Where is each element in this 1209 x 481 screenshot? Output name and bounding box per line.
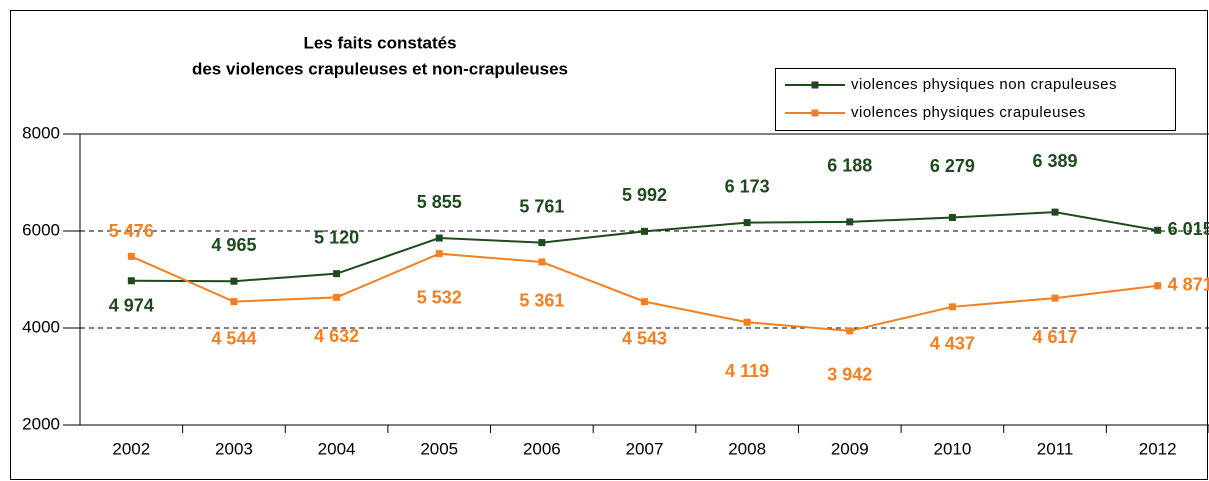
data-label: 6 188 <box>827 156 872 176</box>
x-tick-label: 2002 <box>112 439 150 458</box>
data-label: 4 544 <box>211 328 256 348</box>
data-label: 4 543 <box>622 328 667 348</box>
data-label: 5 476 <box>109 221 154 241</box>
chart-title: des violences crapuleuses et non-crapule… <box>192 59 568 78</box>
marker <box>846 218 854 226</box>
line <box>131 211 1158 283</box>
data-label: 6 389 <box>1033 151 1078 171</box>
data-label: 4 437 <box>930 334 975 354</box>
y-tick-label: 4000 <box>22 317 60 336</box>
chart-frame <box>10 10 1208 480</box>
data-label: 4 871 <box>1168 275 1209 295</box>
marker <box>230 298 238 306</box>
data-label: 5 120 <box>314 227 359 247</box>
legend <box>775 68 1176 131</box>
marker <box>1051 294 1059 302</box>
marker <box>538 239 546 247</box>
marker <box>948 213 956 221</box>
x-tick-label: 2006 <box>523 439 561 458</box>
line <box>130 252 1158 332</box>
marker <box>435 250 443 258</box>
y-tick-label: 6000 <box>22 220 60 239</box>
marker <box>743 318 751 326</box>
marker <box>538 258 546 266</box>
marker <box>127 277 135 285</box>
data-label: 5 361 <box>519 291 564 311</box>
data-label: 3 942 <box>827 365 872 385</box>
legend-label: violences physiques crapuleuses <box>851 104 1086 121</box>
y-tick-label: 2000 <box>22 414 60 433</box>
marker <box>948 303 956 311</box>
marker <box>230 277 238 285</box>
chart-title: Les faits constatés <box>303 33 456 52</box>
marker <box>1051 208 1059 216</box>
marker <box>641 227 648 235</box>
data-label: 4 632 <box>314 326 359 346</box>
x-tick-label: 2003 <box>215 439 253 458</box>
marker <box>743 219 751 227</box>
legend-marker <box>811 81 819 89</box>
x-tick-label: 2010 <box>933 439 971 458</box>
marker <box>641 298 648 306</box>
marker <box>1154 226 1162 234</box>
x-tick-label: 2009 <box>831 439 869 458</box>
data-label: 5 532 <box>417 287 462 307</box>
legend-marker <box>811 109 819 117</box>
legend-label: violences physiques non crapuleuses <box>851 76 1117 93</box>
data-label: 4 974 <box>109 296 154 316</box>
x-tick-label: 2012 <box>1139 439 1177 458</box>
marker <box>333 270 341 278</box>
marker <box>1154 282 1162 290</box>
x-tick-label: 2005 <box>420 439 458 458</box>
data-label: 6 279 <box>930 156 975 176</box>
data-label: 5 992 <box>622 185 667 205</box>
marker <box>846 327 854 335</box>
data-label: 4 617 <box>1033 327 1078 347</box>
marker <box>333 293 341 301</box>
data-label: 6 173 <box>725 176 770 196</box>
marker <box>435 234 443 242</box>
data-label: 5 761 <box>519 196 564 216</box>
x-tick-label: 2008 <box>728 439 766 458</box>
x-tick-label: 2011 <box>1037 439 1074 458</box>
data-label: 6 015 <box>1168 219 1209 239</box>
data-label: 4 119 <box>725 361 769 381</box>
data-label: 4 965 <box>211 235 256 255</box>
y-tick-label: 8000 <box>22 123 60 142</box>
x-tick-label: 2007 <box>626 439 664 458</box>
marker <box>127 252 135 260</box>
x-tick-label: 2004 <box>318 439 356 458</box>
data-label: 5 855 <box>417 192 462 212</box>
